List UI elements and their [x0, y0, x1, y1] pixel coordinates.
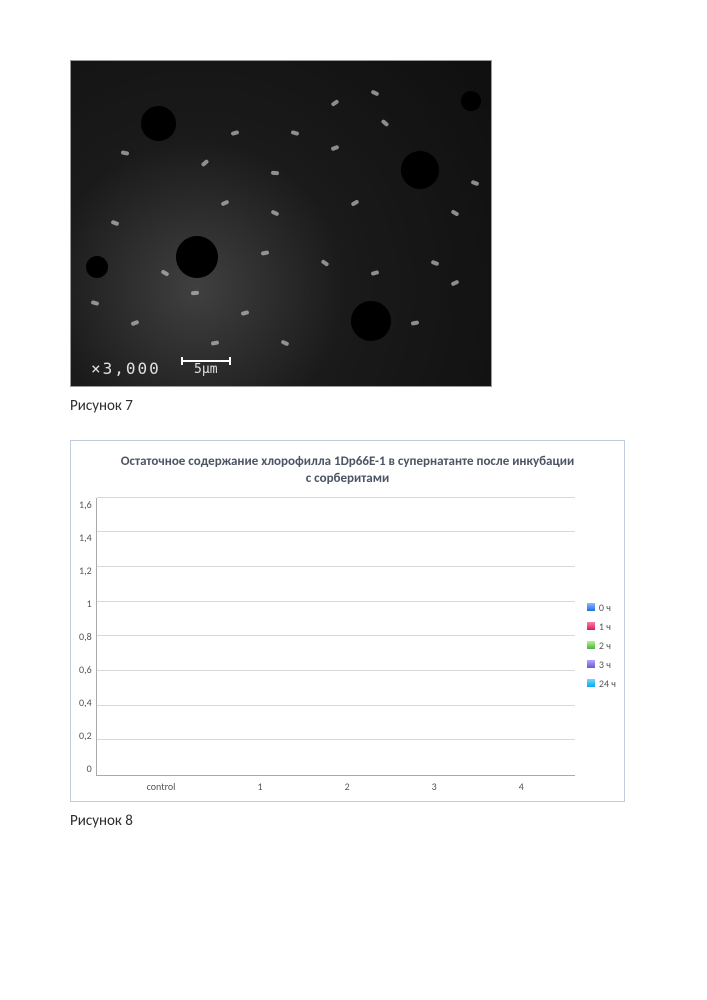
sem-bacterium	[211, 340, 220, 345]
sem-hole	[461, 91, 481, 111]
legend-swatch	[587, 622, 595, 630]
sem-bacterium	[291, 130, 300, 136]
legend-label: 24 ч	[599, 677, 616, 690]
chart-title: Остаточное содержание хлорофилла 1Dp66E-…	[79, 449, 616, 498]
legend-swatch	[587, 660, 595, 668]
sem-scalebar-line	[181, 360, 231, 362]
sem-bacterium	[221, 199, 230, 206]
sem-bacterium	[351, 199, 360, 206]
legend-swatch	[587, 641, 595, 649]
sem-hole	[401, 151, 439, 189]
y-tick-label: 0,4	[79, 696, 92, 709]
caption-figure-7: Рисунок 7	[70, 397, 637, 415]
y-tick-label: 1,6	[79, 498, 92, 511]
chart-plot-wrap: control 1 2 3 4	[96, 498, 575, 793]
legend-label: 3 ч	[599, 658, 611, 671]
legend-label: 0 ч	[599, 601, 611, 614]
sem-hole	[351, 301, 391, 341]
legend-item: 2 ч	[587, 639, 616, 652]
sem-bacterium	[371, 89, 380, 96]
page: ×3,000 5μm Рисунок 7 Остаточное содержан…	[0, 0, 707, 1000]
sem-bacterium	[121, 150, 130, 155]
sem-bacterium	[111, 220, 120, 226]
sem-bacterium	[331, 145, 340, 151]
legend-label: 2 ч	[599, 639, 611, 652]
sem-bacterium	[201, 159, 210, 167]
sem-bacterium	[91, 300, 100, 306]
sem-bacterium	[281, 339, 290, 346]
legend-swatch	[587, 603, 595, 611]
x-tick-label: 4	[519, 780, 524, 793]
sem-bacterium	[261, 250, 270, 255]
y-tick-label: 1,4	[79, 531, 92, 544]
chart-body: 1,6 1,4 1,2 1 0,8 0,6 0,4 0,2 0 control 1 2 3 4 0 ч 1…	[79, 498, 616, 793]
sem-bacterium	[191, 291, 199, 296]
sem-bacterium	[271, 209, 280, 216]
y-tick-label: 1	[87, 597, 92, 610]
sem-bacterium	[161, 269, 170, 276]
sem-bacterium	[321, 259, 330, 267]
sem-bacterium	[381, 119, 390, 127]
sem-hole	[176, 236, 218, 278]
x-tick-label: 2	[345, 780, 350, 793]
sem-hole	[141, 106, 176, 141]
sem-overlay: ×3,000 5μm	[91, 359, 231, 378]
y-tick-label: 0,8	[79, 630, 92, 643]
x-tick-label: 1	[257, 780, 262, 793]
y-tick-label: 0,6	[79, 663, 92, 676]
chart-x-axis: control 1 2 3 4	[96, 776, 575, 793]
x-tick-label: control	[147, 780, 176, 793]
sem-bacterium	[371, 270, 380, 276]
x-tick-label: 3	[432, 780, 437, 793]
sem-bacterium	[431, 260, 440, 266]
sem-bacterium	[131, 320, 140, 326]
sem-bacterium	[451, 279, 460, 286]
sem-bacterium	[231, 130, 240, 136]
y-tick-label: 0,2	[79, 729, 92, 742]
caption-figure-8: Рисунок 8	[70, 812, 637, 830]
sem-magnification: ×3,000	[91, 359, 161, 378]
sem-scalebar: 5μm	[181, 360, 231, 377]
legend-item: 0 ч	[587, 601, 616, 614]
sem-scalebar-label: 5μm	[194, 362, 217, 377]
legend-label: 1 ч	[599, 620, 611, 633]
legend-item: 3 ч	[587, 658, 616, 671]
chart-bar-groups	[97, 498, 575, 775]
sem-bacterium	[411, 320, 420, 325]
legend-item: 24 ч	[587, 677, 616, 690]
sem-hole	[86, 256, 108, 278]
chart-legend: 0 ч 1 ч 2 ч 3 ч 24 ч	[575, 498, 616, 793]
sem-bacterium	[471, 180, 480, 186]
y-tick-label: 1,2	[79, 564, 92, 577]
chart-plot-area	[96, 498, 575, 776]
sem-bacterium	[241, 310, 250, 316]
sem-bacterium	[271, 171, 279, 176]
legend-item: 1 ч	[587, 620, 616, 633]
y-tick-label: 0	[87, 762, 92, 775]
chart-container: Остаточное содержание хлорофилла 1Dp66E-…	[70, 440, 625, 802]
sem-bacterium	[331, 99, 340, 107]
legend-swatch	[587, 679, 595, 687]
chart-y-axis: 1,6 1,4 1,2 1 0,8 0,6 0,4 0,2 0	[79, 498, 96, 793]
sem-bacterium	[451, 209, 460, 216]
sem-micrograph: ×3,000 5μm	[70, 60, 492, 387]
